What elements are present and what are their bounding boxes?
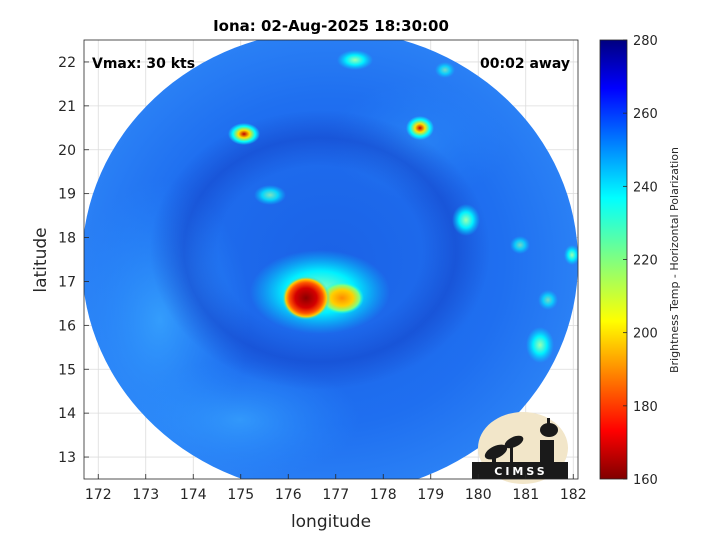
x-tick-label: 177	[322, 487, 349, 503]
rainband-feature-3	[337, 50, 373, 70]
swath-layer	[84, 40, 578, 479]
colorbar-tick-label: 220	[633, 254, 658, 269]
rainband-feature-4	[452, 204, 480, 236]
logo-text: CIMSS	[494, 465, 547, 478]
rainband-feature-5	[526, 327, 554, 363]
rainband-feature-6	[564, 245, 578, 265]
colorbar-tick-label: 280	[633, 34, 658, 49]
y-tick-label: 19	[58, 187, 76, 203]
rainband-feature-9	[510, 236, 530, 254]
y-axis-label: latitude	[31, 227, 51, 292]
x-tick-label: 175	[227, 487, 254, 503]
x-tick-label: 180	[465, 487, 492, 503]
core-east-convection	[320, 282, 364, 314]
x-axis-ticks: 172 173 174 175 176 177 178 179 180 181 182	[85, 474, 587, 503]
x-tick-label: 174	[180, 487, 207, 503]
colorbar-tick-label: 180	[633, 400, 658, 415]
y-tick-label: 18	[58, 231, 76, 247]
core-convection	[282, 276, 330, 320]
colorbar-label: Brightness Temp - Horizontal Polarizatio…	[668, 147, 681, 373]
x-tick-label: 181	[512, 487, 539, 503]
x-axis-label: longitude	[291, 512, 371, 532]
rainband-feature-8	[435, 62, 455, 78]
y-tick-label: 16	[58, 318, 76, 334]
y-tick-label: 22	[58, 55, 76, 71]
x-tick-label: 178	[370, 487, 397, 503]
logo-bar	[472, 462, 568, 479]
x-tick-label: 176	[275, 487, 302, 503]
rainband-feature-10	[538, 290, 558, 310]
plot-title: Iona: 02-Aug-2025 18:30:00	[213, 17, 449, 35]
x-tick-label: 173	[132, 487, 159, 503]
x-tick-label: 179	[417, 487, 444, 503]
swath-features	[84, 50, 578, 479]
rainband-feature-1	[228, 123, 260, 145]
colorbar-tick-label: 260	[633, 107, 658, 122]
y-tick-label: 13	[58, 450, 76, 466]
rainband-feature-7	[254, 185, 286, 205]
plot-area: Vmax: 30 kts 00:02 away CIMSS	[83, 39, 579, 484]
rainband-feature-2	[406, 116, 434, 140]
plot-frame	[83, 39, 579, 480]
y-tick-label: 17	[58, 274, 76, 290]
x-tick-label: 172	[85, 487, 112, 503]
y-tick-label: 21	[58, 99, 76, 115]
y-axis-ticks: 13 14 15 16 17 18 19 20 21 22	[58, 55, 89, 466]
y-tick-label: 15	[58, 362, 76, 378]
colorbar-ticks: 280 260 240 220 200 180 160	[623, 34, 658, 488]
colorbar-scale	[599, 39, 628, 480]
cimss-logo: CIMSS	[472, 412, 568, 484]
colorbar-tick-label: 160	[633, 473, 658, 488]
vmax-annotation: Vmax: 30 kts	[92, 56, 195, 72]
y-tick-label: 20	[58, 143, 76, 159]
colorbar-tick-label: 200	[633, 327, 658, 342]
x-tick-label: 182	[560, 487, 587, 503]
y-tick-label: 14	[58, 406, 76, 422]
colorbar-tick-label: 240	[633, 180, 658, 195]
colorbar: 280 260 240 220 200 180 160 Brightness Temp - …	[599, 34, 681, 488]
away-annotation: 00:02 away	[480, 56, 570, 72]
